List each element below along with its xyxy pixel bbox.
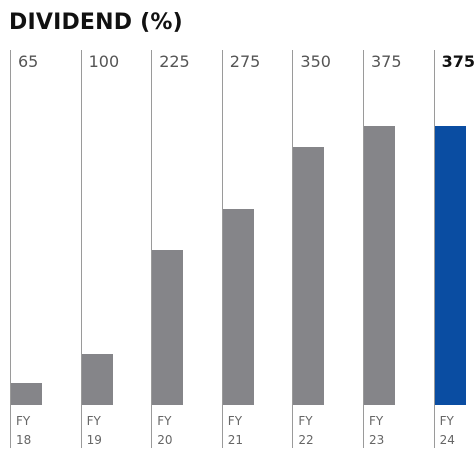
column-divider: [151, 50, 153, 448]
x-tick-label: FY 19: [86, 414, 102, 447]
value-label: 375: [371, 52, 402, 71]
column-divider: [363, 50, 364, 448]
column-divider: [292, 50, 294, 448]
bar: [222, 208, 254, 405]
column-divider: [10, 50, 11, 448]
chart-title: DIVIDEND (%): [9, 10, 183, 35]
value-label: 100: [88, 52, 120, 71]
bar: [364, 126, 395, 405]
bar: [11, 383, 42, 405]
column-divider: [80, 50, 82, 448]
bar: [293, 146, 325, 405]
x-tick-label: FY 18: [16, 414, 32, 447]
x-tick-label: FY 20: [157, 414, 173, 447]
x-tick-label: FY 24: [439, 414, 455, 447]
x-tick-label: FY 23: [369, 414, 385, 447]
bar: [434, 126, 466, 405]
value-label: 375: [441, 52, 475, 71]
x-tick-label: FY 21: [227, 414, 244, 447]
x-tick-label: FY 22: [298, 414, 314, 447]
value-label: 225: [159, 52, 190, 71]
bar: [152, 250, 184, 405]
value-label: 350: [300, 52, 331, 71]
value-label: 275: [229, 52, 261, 71]
column-divider: [433, 50, 435, 448]
value-label: 65: [18, 52, 39, 71]
column-divider: [221, 50, 223, 448]
bar: [81, 354, 113, 405]
